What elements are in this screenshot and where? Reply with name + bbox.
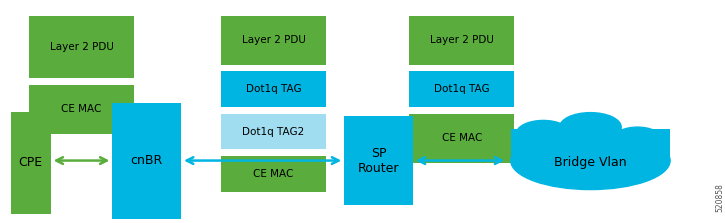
Text: Layer 2 PDU: Layer 2 PDU (241, 35, 305, 45)
Text: Dot1q TAG: Dot1q TAG (434, 84, 489, 94)
Text: Layer 2 PDU: Layer 2 PDU (49, 42, 113, 52)
FancyBboxPatch shape (221, 156, 326, 192)
Text: Layer 2 PDU: Layer 2 PDU (430, 35, 494, 45)
FancyBboxPatch shape (29, 85, 134, 134)
FancyBboxPatch shape (410, 71, 514, 107)
FancyBboxPatch shape (221, 16, 326, 65)
FancyBboxPatch shape (112, 103, 181, 219)
Text: CE MAC: CE MAC (253, 169, 294, 179)
Ellipse shape (560, 113, 621, 142)
FancyBboxPatch shape (510, 129, 670, 161)
Text: CPE: CPE (19, 156, 43, 169)
Text: Bridge Vlan: Bridge Vlan (554, 156, 626, 169)
Text: SP
Router: SP Router (357, 147, 399, 175)
FancyBboxPatch shape (221, 71, 326, 107)
Text: CE MAC: CE MAC (442, 133, 482, 143)
Text: Dot1q TAG: Dot1q TAG (246, 84, 302, 94)
Ellipse shape (614, 127, 661, 149)
Ellipse shape (516, 120, 571, 147)
Text: 520858: 520858 (715, 183, 724, 212)
Ellipse shape (510, 132, 670, 190)
FancyBboxPatch shape (344, 116, 413, 205)
FancyBboxPatch shape (410, 114, 514, 163)
Text: Dot1q TAG2: Dot1q TAG2 (242, 127, 304, 136)
FancyBboxPatch shape (410, 16, 514, 65)
FancyBboxPatch shape (11, 112, 51, 214)
Text: CE MAC: CE MAC (62, 104, 102, 114)
FancyBboxPatch shape (29, 16, 134, 78)
Text: cnBR: cnBR (130, 154, 163, 167)
FancyBboxPatch shape (221, 114, 326, 149)
